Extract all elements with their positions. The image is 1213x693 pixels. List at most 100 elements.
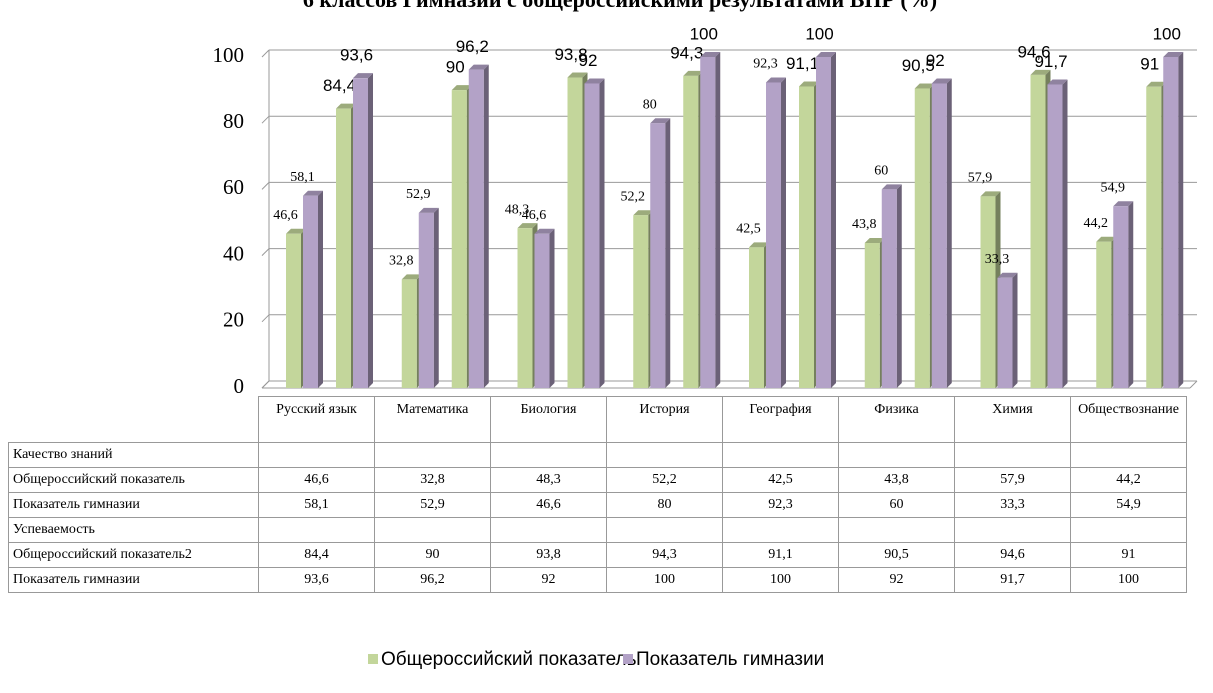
bar-top — [1146, 81, 1167, 87]
table-cell: География — [722, 396, 839, 443]
table-cell: 60 — [838, 492, 955, 518]
bar-top — [468, 64, 489, 70]
bar — [683, 75, 699, 388]
bar-top — [517, 223, 538, 229]
data-label: 46,6 — [273, 208, 298, 223]
table-cell: Химия — [954, 396, 1071, 443]
data-label: 48,3 — [505, 202, 530, 217]
bar-side — [318, 190, 323, 388]
data-label: 84,4 — [323, 76, 356, 95]
bar-side — [665, 118, 671, 388]
table-cell — [8, 396, 259, 443]
data-table: Русский язык Математика Биология История Гео… — [8, 396, 1187, 593]
legend-swatch — [368, 654, 378, 664]
data-label: 52,9 — [406, 187, 431, 202]
bar — [997, 277, 1013, 388]
bar — [401, 279, 417, 388]
data-label: 46,6 — [522, 208, 547, 223]
bar-side — [433, 207, 439, 388]
legend-swatch — [623, 654, 633, 664]
table-cell: 91,7 — [954, 567, 1071, 593]
bar-top — [881, 184, 902, 190]
table-cell: Успеваемость — [8, 517, 259, 543]
bar-side — [896, 184, 902, 388]
data-label: 92 — [926, 51, 945, 70]
bar-side — [483, 64, 489, 388]
bar-side — [1178, 52, 1184, 388]
data-label: 90 — [446, 58, 465, 77]
table-cell — [490, 517, 607, 543]
data-label: 100 — [805, 24, 833, 43]
data-label: 80 — [643, 97, 657, 112]
grid-tick — [261, 115, 270, 124]
data-label: 94,6 — [1017, 42, 1050, 61]
bar — [799, 86, 814, 389]
bar-top — [766, 77, 786, 83]
table-cell: 44,2 — [1070, 467, 1187, 493]
table-cell: 92 — [490, 567, 607, 593]
data-label: 96,2 — [456, 37, 489, 56]
y-tick-label: 100 — [213, 43, 245, 67]
table-cell — [490, 442, 607, 468]
bar — [336, 108, 351, 389]
bar — [864, 243, 880, 388]
bar-top — [401, 274, 422, 280]
data-label: 57,9 — [968, 171, 993, 186]
bar-side — [1012, 272, 1018, 388]
bar — [451, 90, 467, 388]
table-cell: 90,5 — [838, 542, 955, 568]
bar — [749, 247, 764, 388]
bar-top — [1030, 69, 1051, 75]
table-cell — [1070, 442, 1187, 468]
bar — [881, 189, 897, 388]
bar-top — [451, 85, 472, 91]
table-cell: 93,6 — [258, 567, 375, 593]
bar — [1163, 57, 1179, 388]
grid-tick — [261, 380, 270, 389]
bar — [1047, 84, 1063, 389]
table-cell: 52,2 — [606, 467, 723, 493]
data-label: 60 — [874, 164, 888, 179]
table-cell — [838, 442, 955, 468]
table-cell: 100 — [722, 567, 839, 593]
data-label: 92,3 — [753, 57, 778, 72]
bar — [567, 77, 583, 388]
bar — [418, 212, 434, 388]
bar-top — [633, 210, 654, 216]
table-cell — [374, 517, 491, 543]
data-label: 100 — [1153, 24, 1181, 43]
bar — [353, 78, 368, 389]
bar — [1146, 86, 1162, 388]
data-label: 93,8 — [554, 45, 587, 64]
table-cell: 91,1 — [722, 542, 839, 568]
table-cell — [258, 517, 375, 543]
bar — [931, 83, 947, 388]
table-cell: Качество знаний — [8, 442, 259, 468]
table-cell: Биология — [490, 396, 607, 443]
bar-side — [946, 78, 952, 388]
grid-tick — [261, 49, 270, 58]
bar-top — [286, 228, 306, 234]
table-cell: 92,3 — [722, 492, 839, 518]
table-cell: Показатель гимназии — [8, 567, 259, 593]
data-label: 93,6 — [340, 46, 373, 65]
bar-top — [584, 78, 605, 84]
bar-top — [567, 72, 588, 78]
bar — [700, 57, 716, 388]
bar-top — [1113, 201, 1134, 207]
bar-side — [831, 52, 836, 388]
bar — [650, 123, 666, 388]
legend-label: Показатель гимназии — [636, 649, 824, 670]
table-row: Качество знаний — [8, 442, 1187, 468]
table-cell: Математика — [374, 396, 491, 443]
bar — [1096, 241, 1112, 388]
bar — [303, 195, 318, 388]
table-cell: Обществознание — [1070, 396, 1187, 443]
data-label: 52,2 — [621, 189, 646, 204]
bar — [534, 233, 550, 388]
table-cell: 46,6 — [258, 467, 375, 493]
bar-top — [700, 52, 721, 57]
bar-top — [799, 81, 819, 87]
data-label: 58,1 — [290, 170, 315, 185]
floor — [1189, 380, 1198, 389]
